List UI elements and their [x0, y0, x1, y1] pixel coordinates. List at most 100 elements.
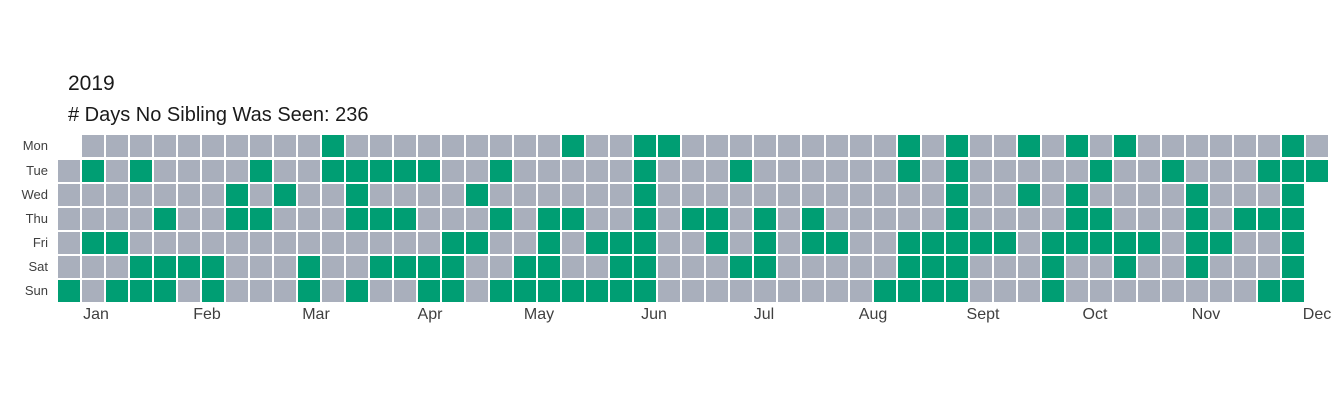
- day-cell-tue-w37-green: [946, 160, 968, 182]
- day-cell-sun-w26-gray: [682, 280, 704, 302]
- day-cell-sat-w50-gray: [1258, 256, 1280, 278]
- day-cell-wed-w41-gray: [1042, 184, 1064, 206]
- day-cell-fri-w3-gray: [130, 232, 152, 254]
- day-cell-sat-w43-gray: [1090, 256, 1112, 278]
- day-cell-thu-w3-gray: [130, 208, 152, 230]
- day-cell-sun-w7-gray: [226, 280, 248, 302]
- day-cell-sat-w13-green: [370, 256, 392, 278]
- month-label-apr: Apr: [417, 306, 443, 323]
- day-cell-thu-w4-green: [154, 208, 176, 230]
- day-cell-sat-w37-green: [946, 256, 968, 278]
- day-cell-tue-w32-gray: [826, 160, 848, 182]
- day-cell-sat-w5-green: [178, 256, 200, 278]
- day-cell-tue-w38-gray: [970, 160, 992, 182]
- day-cell-thu-w40-gray: [1018, 208, 1040, 230]
- day-cell-sun-w32-gray: [826, 280, 848, 302]
- day-cell-thu-w23-gray: [610, 208, 632, 230]
- day-cell-thu-w42-green: [1066, 208, 1088, 230]
- day-cell-wed-w0-gray: [58, 184, 80, 206]
- day-cell-sun-w49-gray: [1234, 280, 1256, 302]
- day-cell-wed-w35-gray: [898, 184, 920, 206]
- day-cell-thu-w37-green: [946, 208, 968, 230]
- day-cell-mon-w6-gray: [202, 135, 224, 157]
- day-cell-sat-w39-gray: [994, 256, 1016, 278]
- day-cell-sun-w1-gray: [82, 280, 104, 302]
- day-cell-sun-w6-green: [202, 280, 224, 302]
- day-cell-tue-w0-gray: [58, 160, 80, 182]
- day-cell-tue-w35-green: [898, 160, 920, 182]
- weekday-label-thu: Thu: [25, 211, 48, 226]
- day-cell-tue-w34-gray: [874, 160, 896, 182]
- weekday-label-sun: Sun: [24, 283, 48, 298]
- day-cell-sun-w40-gray: [1018, 280, 1040, 302]
- day-cell-thu-w51-green: [1282, 208, 1304, 230]
- day-cell-tue-w10-gray: [298, 160, 320, 182]
- day-cell-mon-w36-gray: [922, 135, 944, 157]
- day-cell-sat-w48-gray: [1210, 256, 1232, 278]
- day-cell-mon-w49-gray: [1234, 135, 1256, 157]
- day-cell-wed-w22-gray: [586, 184, 608, 206]
- day-cell-sat-w51-green: [1282, 256, 1304, 278]
- day-cell-sun-w20-green: [538, 280, 560, 302]
- day-cell-mon-w43-gray: [1090, 135, 1112, 157]
- day-cell-tue-w24-green: [634, 160, 656, 182]
- day-cell-wed-w39-gray: [994, 184, 1016, 206]
- day-cell-sun-w13-gray: [370, 280, 392, 302]
- day-cell-mon-w4-gray: [154, 135, 176, 157]
- day-cell-sat-w11-gray: [322, 256, 344, 278]
- day-cell-wed-w31-gray: [802, 184, 824, 206]
- day-cell-fri-w8-gray: [250, 232, 272, 254]
- day-cell-sat-w35-green: [898, 256, 920, 278]
- day-cell-mon-w14-gray: [394, 135, 416, 157]
- weekday-label-fri: Fri: [32, 235, 48, 250]
- day-cell-tue-w45-gray: [1138, 160, 1160, 182]
- day-cell-thu-w32-gray: [826, 208, 848, 230]
- day-cell-thu-w39-gray: [994, 208, 1016, 230]
- day-cell-tue-w23-gray: [610, 160, 632, 182]
- day-cell-sat-w40-gray: [1018, 256, 1040, 278]
- day-cell-fri-w31-green: [802, 232, 824, 254]
- day-cell-fri-w50-gray: [1258, 232, 1280, 254]
- day-cell-wed-w24-green: [634, 184, 656, 206]
- day-cell-tue-w25-gray: [658, 160, 680, 182]
- day-cell-wed-w40-green: [1018, 184, 1040, 206]
- day-cell-tue-w26-gray: [682, 160, 704, 182]
- day-cell-mon-w2-gray: [106, 135, 128, 157]
- day-cell-thu-w20-green: [538, 208, 560, 230]
- day-cell-fri-w28-gray: [730, 232, 752, 254]
- day-cell-sun-w2-green: [106, 280, 128, 302]
- day-cell-tue-w6-gray: [202, 160, 224, 182]
- day-cell-wed-w51-green: [1282, 184, 1304, 206]
- day-cell-sat-w24-green: [634, 256, 656, 278]
- day-cell-fri-w15-gray: [418, 232, 440, 254]
- day-cell-thu-w11-gray: [322, 208, 344, 230]
- day-cell-tue-w29-gray: [754, 160, 776, 182]
- day-cell-mon-w26-gray: [682, 135, 704, 157]
- day-cell-tue-w8-green: [250, 160, 272, 182]
- day-cell-wed-w12-green: [346, 184, 368, 206]
- day-cell-tue-w49-gray: [1234, 160, 1256, 182]
- day-cell-sun-w41-green: [1042, 280, 1064, 302]
- day-cell-fri-w41-green: [1042, 232, 1064, 254]
- day-cell-wed-w50-gray: [1258, 184, 1280, 206]
- day-cell-sat-w30-gray: [778, 256, 800, 278]
- day-cell-thu-w0-gray: [58, 208, 80, 230]
- day-cell-thu-w48-gray: [1210, 208, 1232, 230]
- day-cell-tue-w40-gray: [1018, 160, 1040, 182]
- day-cell-fri-w19-gray: [514, 232, 536, 254]
- day-cell-mon-w50-gray: [1258, 135, 1280, 157]
- day-cell-sat-w38-gray: [970, 256, 992, 278]
- day-cell-sat-w42-gray: [1066, 256, 1088, 278]
- day-cell-wed-w29-gray: [754, 184, 776, 206]
- day-cell-fri-w18-gray: [490, 232, 512, 254]
- day-cell-wed-w21-gray: [562, 184, 584, 206]
- day-cell-fri-w47-green: [1186, 232, 1208, 254]
- day-cell-wed-w19-gray: [514, 184, 536, 206]
- day-cell-tue-w50-green: [1258, 160, 1280, 182]
- day-cell-sun-w4-green: [154, 280, 176, 302]
- day-cell-mon-w31-gray: [802, 135, 824, 157]
- month-label-jun: Jun: [641, 306, 667, 323]
- day-cell-fri-w5-gray: [178, 232, 200, 254]
- day-cell-sun-w12-green: [346, 280, 368, 302]
- day-cell-sun-w25-gray: [658, 280, 680, 302]
